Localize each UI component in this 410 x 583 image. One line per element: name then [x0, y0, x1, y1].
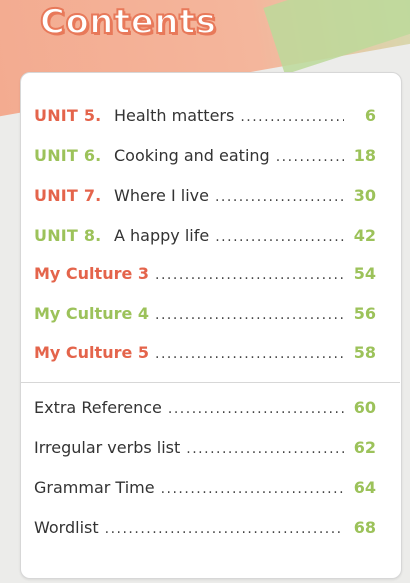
toc-entry-unit-8[interactable]: UNIT 8. A happy life 42 — [34, 226, 376, 252]
page-number: 58 — [353, 343, 376, 362]
decorative-green-band — [263, 0, 410, 75]
unit-number: UNIT 7. — [34, 186, 102, 205]
leader-dots — [155, 267, 344, 283]
leader-dots — [155, 346, 344, 362]
toc-entry-wordlist[interactable]: Wordlist 68 — [34, 518, 376, 544]
toc-entry-my-culture-5[interactable]: My Culture 5 58 — [34, 343, 376, 369]
leader-dots — [240, 109, 344, 125]
toc-entry-my-culture-4[interactable]: My Culture 4 56 — [34, 304, 376, 330]
toc-entry-unit-5[interactable]: UNIT 5. Health matters 6 — [34, 106, 376, 132]
reference-title: Irregular verbs list — [34, 438, 181, 457]
leader-dots — [215, 189, 344, 205]
reference-title: Wordlist — [34, 518, 99, 537]
reference-title: Extra Reference — [34, 398, 162, 417]
leader-dots — [155, 307, 344, 323]
page-number: 64 — [353, 478, 376, 497]
toc-entry-unit-6[interactable]: UNIT 6. Cooking and eating 18 — [34, 146, 376, 172]
unit-number: UNIT 6. — [34, 146, 102, 165]
toc-entry-my-culture-3[interactable]: My Culture 3 54 — [34, 264, 376, 290]
page-number: 42 — [353, 226, 376, 245]
culture-title: My Culture 3 — [34, 264, 150, 283]
leader-dots — [168, 401, 344, 417]
leader-dots — [186, 441, 344, 457]
leader-dots — [276, 149, 344, 165]
toc-entry-grammar-time[interactable]: Grammar Time 64 — [34, 478, 376, 504]
culture-title: My Culture 5 — [34, 343, 150, 362]
unit-title: Health matters — [114, 106, 235, 125]
toc-entry-extra-reference[interactable]: Extra Reference 60 — [34, 398, 376, 424]
unit-number: UNIT 8. — [34, 226, 102, 245]
page-number: 18 — [353, 146, 376, 165]
page-number: 68 — [353, 518, 376, 537]
unit-number: UNIT 5. — [34, 106, 102, 125]
page-number: 60 — [353, 398, 376, 417]
page-number: 6 — [364, 106, 376, 125]
leader-dots — [161, 481, 344, 497]
reference-title: Grammar Time — [34, 478, 155, 497]
leader-dots — [215, 229, 344, 245]
page-number: 54 — [353, 264, 376, 283]
unit-title: A happy life — [114, 226, 210, 245]
toc-entry-irregular-verbs[interactable]: Irregular verbs list 62 — [34, 438, 376, 464]
toc-entry-unit-7[interactable]: UNIT 7. Where I live 30 — [34, 186, 376, 212]
unit-title: Cooking and eating — [114, 146, 270, 165]
unit-title: Where I live — [114, 186, 209, 205]
page-number: 56 — [353, 304, 376, 323]
section-divider — [20, 382, 400, 383]
page-number: 62 — [353, 438, 376, 457]
culture-title: My Culture 4 — [34, 304, 150, 323]
page-title: Contents — [39, 1, 217, 43]
leader-dots — [105, 521, 344, 537]
page-number: 30 — [353, 186, 376, 205]
